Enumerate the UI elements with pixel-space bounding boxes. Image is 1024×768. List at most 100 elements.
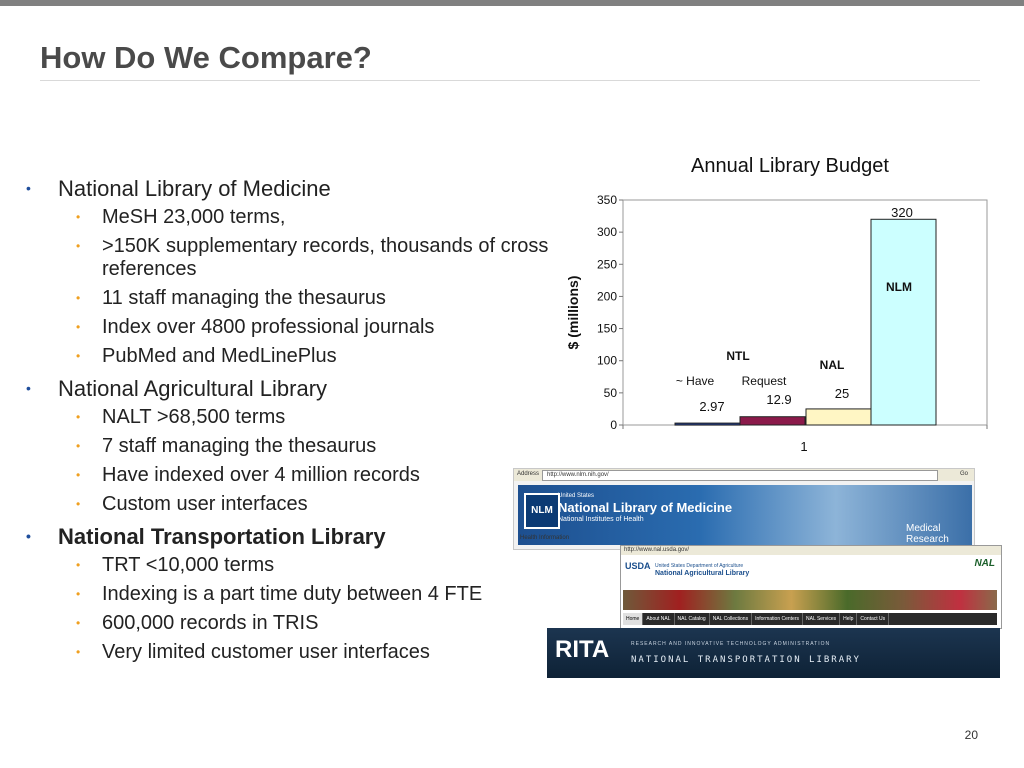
y-axis-label: $ (millions)	[565, 276, 581, 350]
sub-bullet-text: TRT <10,000 terms	[102, 554, 275, 576]
rita-subtitle: RESEARCH AND INNOVATIVE TECHNOLOGY ADMIN…	[631, 641, 831, 647]
sub-bullet-icon: •	[76, 468, 81, 482]
nlm-united-states: United States	[558, 493, 595, 499]
address-label: Address	[517, 471, 540, 477]
sub-bullet-item: • Index over 4800 professional journals	[26, 316, 566, 339]
nal-address-bar: http://www.nal.usda.gov/	[621, 546, 1001, 555]
bullet-icon: •	[26, 528, 31, 544]
nal-photo-strip	[623, 590, 997, 610]
bullet-heading-text: National Agricultural Library	[58, 376, 328, 401]
y-tick-label: 50	[604, 386, 618, 400]
address-bar: Address http://www.nlm.nih.gov/ Go	[514, 469, 974, 481]
sub-bullet-icon: •	[76, 439, 81, 453]
sub-bullet-item: • NALT >68,500 terms	[26, 406, 566, 429]
sub-bullet-icon: •	[76, 616, 81, 630]
nal-logo: NAL	[974, 558, 995, 569]
nal-nav-item: Home	[623, 613, 644, 625]
sub-bullet-item: • PubMed and MedLinePlus	[26, 345, 566, 368]
sub-bullet-text: MeSH 23,000 terms,	[102, 206, 286, 228]
usda-logo: USDA	[625, 561, 651, 571]
sub-bullet-item: • Very limited customer user interfaces	[26, 641, 566, 664]
nal-nav-bar: Home About NAL NAL Catalog NAL Collections I…	[623, 613, 997, 625]
data-label: 2.97	[699, 399, 724, 414]
y-tick-label: 100	[597, 354, 617, 368]
usda-dept: United States Department of Agriculture	[655, 563, 744, 569]
y-tick-label: 200	[597, 289, 617, 303]
nal-nav-item: Information Centers	[752, 613, 804, 625]
y-tick-label: 350	[597, 193, 617, 207]
y-tick-label: 0	[610, 418, 617, 432]
sub-bullet-item: • 600,000 records in TRIS	[26, 612, 566, 635]
bullet-heading-text: National Library of Medicine	[58, 176, 331, 201]
address-url: http://www.nlm.nih.gov/	[542, 470, 938, 481]
sub-bullet-text: NALT >68,500 terms	[102, 406, 286, 428]
sub-bullet-text: 7 staff managing the thesaurus	[102, 435, 377, 457]
nal-nav-item: NAL Collections	[710, 613, 753, 625]
nlm-research-text: Medical Research	[906, 523, 949, 545]
sub-bullet-item: • 7 staff managing the thesaurus	[26, 435, 566, 458]
page-number: 20	[964, 728, 978, 742]
sub-bullet-item: • >150K supplementary records, thousands …	[26, 235, 566, 281]
sub-bullet-icon: •	[76, 320, 81, 334]
sub-bullet-item: • 11 staff managing the thesaurus	[26, 287, 566, 310]
go-button: Go	[959, 471, 968, 477]
nal-nav-item: Help	[840, 613, 858, 625]
annotation-have: ~ Have	[676, 374, 715, 388]
sub-bullet-text: Have indexed over 4 million records	[102, 464, 420, 486]
sub-bullet-text: Custom user interfaces	[102, 493, 308, 515]
bullet-icon: •	[26, 380, 31, 396]
slide-title: How Do We Compare?	[40, 40, 372, 75]
sub-bullet-icon: •	[76, 558, 81, 572]
nlm-nih: National Institutes of Health	[558, 516, 644, 523]
sub-bullet-item: • TRT <10,000 terms	[26, 554, 566, 577]
bullet-group: • National Agricultural Library • NALT >68,…	[26, 374, 566, 516]
sub-bullet-icon: •	[76, 239, 81, 253]
y-tick-label: 150	[597, 322, 617, 336]
ntl-library-name: NATIONAL TRANSPORTATION LIBRARY	[631, 655, 861, 665]
bar	[870, 218, 937, 426]
rita-banner-screenshot: RITA RESEARCH AND INNOVATIVE TECHNOLOGY …	[547, 628, 1000, 678]
bullet-heading-text: National Transportation Library	[58, 524, 386, 549]
nal-nav-item: Contact Us	[857, 613, 890, 625]
bullet-group: • National Library of Medicine • MeSH 23,00…	[26, 174, 566, 368]
title-divider	[40, 80, 980, 81]
nlm-banner: NLM United States National Library of Me…	[518, 485, 972, 545]
nal-nav-item: NAL Services	[803, 613, 841, 625]
y-tick-label: 300	[597, 225, 617, 239]
bar	[739, 416, 806, 426]
budget-chart: Annual Library Budget $ (millions) 0 50 100 1…	[565, 155, 988, 454]
annotation-ntl: NTL	[726, 349, 749, 363]
bullet-list: • National Library of Medicine • MeSH 23,00…	[26, 174, 566, 670]
data-label: 320	[891, 205, 913, 220]
sub-bullet-text: Indexing is a part time duty between 4 F…	[102, 583, 483, 605]
sub-bullet-icon: •	[76, 587, 81, 601]
bar	[805, 408, 872, 426]
nal-website-screenshot: http://www.nal.usda.gov/ USDA United Sta…	[620, 545, 1002, 629]
sub-bullet-icon: •	[76, 645, 81, 659]
sub-bullet-icon: •	[76, 210, 81, 224]
sub-bullet-icon: •	[76, 349, 81, 363]
sub-bullet-item: • Indexing is a part time duty between 4 …	[26, 583, 566, 606]
bullet-group: • National Transportation Library • TRT <10…	[26, 522, 566, 664]
sub-bullet-item: • Have indexed over 4 million records	[26, 464, 566, 487]
bar-label-nal: NAL	[820, 358, 845, 372]
sub-bullet-text: >150K supplementary records, thousands o…	[102, 235, 549, 280]
bar	[674, 422, 741, 426]
nlm-health-info: Health Information	[520, 535, 570, 541]
nal-nav-item: NAL Catalog	[675, 613, 710, 625]
sub-bullet-text: 600,000 records in TRIS	[102, 612, 319, 634]
data-label: 25	[835, 386, 849, 401]
rita-logo: RITA	[555, 636, 610, 663]
nlm-website-screenshot: Address http://www.nlm.nih.gov/ Go NLM U…	[513, 468, 975, 550]
x-tick-label: 1	[800, 439, 807, 454]
bullet-heading: • National Transportation Library	[26, 522, 566, 551]
y-tick-label: 250	[597, 257, 617, 271]
bullet-heading: • National Agricultural Library	[26, 374, 566, 403]
nlm-logo: NLM	[524, 493, 560, 529]
sub-bullet-item: • Custom user interfaces	[26, 493, 566, 516]
bar-label-nlm: NLM	[886, 280, 912, 294]
chart-title: Annual Library Budget	[691, 155, 889, 177]
sub-bullet-icon: •	[76, 291, 81, 305]
sub-bullet-item: • MeSH 23,000 terms,	[26, 206, 566, 229]
nlm-site-name: National Library of Medicine	[558, 500, 733, 515]
